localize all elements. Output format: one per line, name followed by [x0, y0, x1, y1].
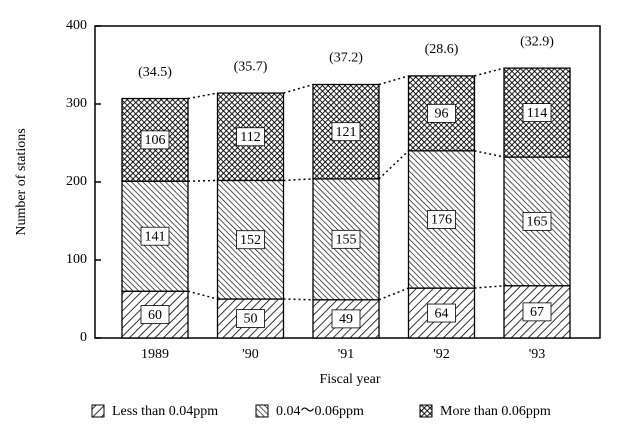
y-tick-label: 400 — [66, 18, 87, 33]
value-label: 106 — [145, 133, 166, 148]
y-tick-label: 200 — [66, 174, 87, 189]
value-label-box — [140, 305, 170, 325]
bar-segment — [216, 298, 285, 339]
x-axis-title: Fiscal year — [319, 372, 380, 387]
legend-label: More than 0.06ppm — [440, 404, 551, 419]
bar-segment — [312, 178, 380, 301]
value-label: 49 — [339, 312, 353, 327]
value-label: 112 — [240, 130, 260, 145]
value-label-box — [236, 309, 265, 328]
value-label-box — [331, 122, 361, 142]
y-tick-label: 300 — [66, 96, 87, 111]
connector — [378, 287, 409, 301]
value-label-box — [236, 230, 265, 250]
value-label-box — [140, 130, 170, 150]
x-tick-label: '93 — [529, 347, 546, 362]
legend-label: Less than 0.04ppm — [112, 404, 218, 419]
value-label: 152 — [240, 233, 261, 248]
y-tick-label: 0 — [80, 330, 87, 345]
value-label-box — [522, 302, 552, 322]
x-tick-label: '90 — [242, 347, 259, 362]
connector — [187, 179, 218, 182]
connector — [283, 178, 314, 182]
value-label: 67 — [530, 305, 544, 320]
value-label: 176 — [431, 213, 452, 228]
annotation: (32.9) — [520, 34, 554, 49]
bar-segment — [407, 75, 476, 152]
connector — [187, 92, 218, 100]
legend-swatch — [255, 404, 269, 418]
value-label-box — [331, 309, 361, 329]
connector — [283, 298, 314, 301]
value-label-box — [236, 127, 265, 147]
value-label-box — [140, 226, 170, 246]
x-tick-label: '91 — [338, 347, 355, 362]
value-label-box — [522, 211, 552, 231]
y-tick-label: 100 — [66, 252, 87, 267]
value-label: 155 — [336, 233, 357, 248]
value-label: 165 — [527, 215, 548, 230]
value-label: 96 — [435, 107, 449, 122]
connector — [378, 75, 409, 86]
annotation: (28.6) — [425, 42, 459, 57]
annotation: (37.2) — [329, 51, 363, 66]
connector — [187, 290, 218, 300]
value-label: 114 — [527, 106, 547, 121]
value-label-box — [427, 103, 456, 123]
connector — [378, 150, 410, 180]
x-tick-label: '92 — [433, 347, 450, 362]
legend-swatch — [419, 404, 433, 418]
value-label-box — [331, 229, 361, 249]
value-label: 50 — [244, 312, 258, 327]
x-tick-label: 1989 — [141, 347, 169, 362]
value-label: 60 — [148, 308, 162, 323]
value-label-box — [427, 210, 456, 229]
annotation: (35.7) — [234, 59, 268, 74]
y-axis-title: Number of stations — [14, 128, 29, 235]
connector — [283, 83, 314, 94]
value-label: 64 — [435, 306, 449, 321]
value-label-box — [427, 303, 456, 323]
annotation: (34.5) — [138, 65, 172, 80]
connector — [474, 150, 505, 158]
value-label-box — [522, 103, 552, 122]
value-label: 121 — [336, 125, 357, 140]
connector — [474, 67, 505, 77]
value-label: 141 — [145, 229, 166, 244]
legend-label: 0.04～0.06ppm — [276, 404, 364, 419]
connector — [474, 284, 505, 289]
legend-swatch — [91, 404, 105, 418]
